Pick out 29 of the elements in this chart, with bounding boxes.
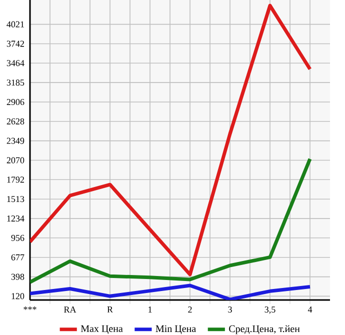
y-tick-label: 2628 — [6, 118, 24, 124]
x-tick-label: R — [107, 306, 113, 312]
line-series — [30, 157, 312, 284]
y-tick-label: 677 — [11, 254, 24, 260]
x-tick-label: RA — [64, 306, 76, 312]
x-tick-label: 3,5 — [264, 306, 276, 314]
x-tick-label: 2 — [188, 306, 192, 312]
line-series — [30, 284, 312, 300]
legend-label: Max Цена — [80, 325, 123, 334]
y-tick-label: 956 — [11, 234, 24, 241]
y-tick-label: 1792 — [7, 176, 24, 183]
line-series — [30, 4, 312, 276]
legend-label: Сред.Цена, т.йен — [229, 325, 300, 334]
y-tick-label: 1513 — [7, 196, 24, 202]
x-tick-label: 4 — [308, 306, 312, 312]
y-tick-label: 2349 — [6, 138, 24, 144]
y-tick-label: 120 — [12, 293, 24, 300]
y-tick-label: 1234 — [7, 216, 24, 222]
y-tick-label: 398 — [11, 274, 24, 280]
y-tick-label: 2070 — [6, 157, 24, 164]
x-tick-label: 1 — [148, 306, 152, 312]
x-tick-label: 3 — [228, 306, 232, 313]
y-tick-label: 3742 — [6, 40, 24, 47]
y-tick-label: 3185 — [6, 80, 24, 86]
legend-label: Min Цена — [156, 325, 196, 334]
y-tick-label: 4021 — [6, 21, 24, 28]
y-tick-label: 3464 — [6, 60, 24, 66]
y-tick-label: 2906 — [6, 98, 24, 106]
x-tick-label: *** — [24, 306, 36, 310]
